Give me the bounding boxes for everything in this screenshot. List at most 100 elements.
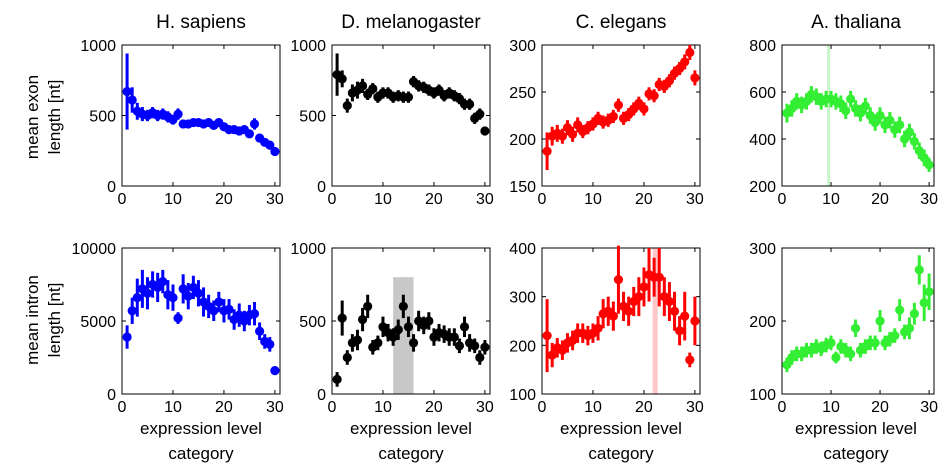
data-point — [214, 297, 224, 307]
y-tick-label: 800 — [749, 38, 776, 55]
x-tick-label: 0 — [328, 399, 337, 416]
x-tick-label: 20 — [635, 399, 653, 416]
data-point — [787, 103, 797, 114]
data-point — [424, 316, 434, 326]
y-tick-label: 1000 — [80, 38, 116, 55]
data-point — [613, 100, 624, 110]
data-point — [567, 129, 578, 139]
xlabel-col3-line2: category — [588, 444, 654, 463]
data-point — [542, 146, 552, 156]
y-tick-label: 0 — [317, 179, 326, 196]
data-point — [680, 311, 690, 321]
data-point — [178, 284, 188, 294]
data-point — [654, 272, 664, 282]
y-tick-label: 10000 — [72, 241, 117, 258]
data-point — [332, 374, 342, 384]
data-point — [244, 129, 255, 139]
data-point — [373, 338, 383, 348]
data-point — [454, 341, 465, 351]
data-point — [173, 313, 183, 323]
x-tick-label: 30 — [920, 191, 938, 208]
data-point — [573, 120, 583, 130]
data-point — [459, 322, 470, 332]
data-point — [639, 282, 649, 292]
highlight-band — [652, 248, 658, 394]
x-tick-label: 20 — [871, 399, 889, 416]
data-point — [914, 265, 924, 275]
xlabel-col4-line1: expression level — [795, 419, 917, 438]
data-point — [850, 323, 861, 333]
data-point — [357, 314, 368, 325]
data-point — [664, 296, 675, 307]
data-point — [909, 136, 919, 146]
y-tick-label: 5000 — [80, 314, 116, 331]
data-point — [337, 313, 347, 323]
data-point — [841, 106, 851, 116]
y-tick-label: 300 — [509, 38, 536, 55]
x-tick-label: 30 — [686, 191, 704, 208]
y-tick-label: 0 — [107, 387, 116, 404]
data-point — [593, 323, 603, 333]
data-point — [342, 352, 352, 363]
data-point — [690, 73, 700, 83]
y-tick-label: 100 — [749, 387, 776, 404]
data-point — [885, 115, 895, 125]
data-point — [127, 95, 137, 105]
y-tick-label: 200 — [749, 314, 776, 331]
data-point — [270, 366, 280, 376]
x-tick-label: 10 — [584, 191, 602, 208]
x-tick-label: 30 — [266, 399, 284, 416]
xlabel-col4-line2: category — [823, 444, 889, 463]
data-point — [608, 111, 618, 122]
data-point — [173, 109, 183, 119]
highlight-band — [393, 277, 414, 394]
data-point — [357, 81, 368, 91]
xlabel-col1-line1: expression level — [140, 419, 262, 438]
panel-ce-intron: 0 10 20 30 100 200 300 400 — [509, 241, 704, 416]
data-point — [475, 109, 485, 119]
row-label-exon-line1: mean exon — [23, 75, 42, 159]
panel-at-exon: 0 10 20 30 200 400 600 800 — [749, 38, 938, 208]
y-tick-label: 500 — [299, 314, 326, 331]
row-label-intron-line1: mean intron — [23, 275, 42, 365]
data-point — [183, 291, 193, 301]
data-point — [388, 332, 398, 342]
y-tick-label: 0 — [317, 387, 326, 404]
data-point — [567, 335, 578, 346]
data-point — [209, 306, 219, 316]
x-tick-label: 0 — [118, 191, 127, 208]
data-point — [613, 275, 624, 285]
x-tick-label: 30 — [476, 191, 494, 208]
data-point — [675, 63, 685, 74]
data-point — [342, 101, 352, 111]
x-tick-label: 30 — [920, 399, 938, 416]
data-point — [255, 326, 265, 336]
x-tick-label: 0 — [778, 399, 787, 416]
data-point — [690, 316, 700, 326]
x-tick-label: 10 — [822, 191, 840, 208]
x-tick-label: 0 — [118, 399, 127, 416]
data-point — [158, 276, 168, 287]
y-tick-label: 1000 — [290, 241, 326, 258]
column-title-h-sapiens: H. sapiens — [156, 12, 246, 33]
data-point — [904, 323, 915, 333]
data-point — [557, 345, 567, 355]
data-point — [352, 335, 363, 345]
data-point — [470, 341, 480, 351]
panel-hs-exon: 0 10 20 30 0 500 1000 — [80, 38, 283, 208]
panel-dm-exon: 0 10 20 30 0 500 1000 — [290, 38, 493, 208]
x-tick-label: 10 — [374, 191, 392, 208]
data-point — [782, 360, 792, 370]
data-point — [249, 119, 260, 129]
x-tick-label: 10 — [374, 399, 392, 416]
data-point — [127, 306, 137, 316]
x-tick-label: 10 — [164, 399, 182, 416]
y-tick-label: 500 — [299, 109, 326, 126]
data-point — [904, 127, 915, 137]
column-title-d-melanogaster: D. melanogaster — [341, 12, 481, 33]
panel-dm-intron: 0 10 20 30 0 500 1000 — [290, 241, 493, 416]
plot-frame — [121, 247, 281, 395]
data-point — [895, 305, 905, 315]
data-point — [801, 96, 812, 106]
